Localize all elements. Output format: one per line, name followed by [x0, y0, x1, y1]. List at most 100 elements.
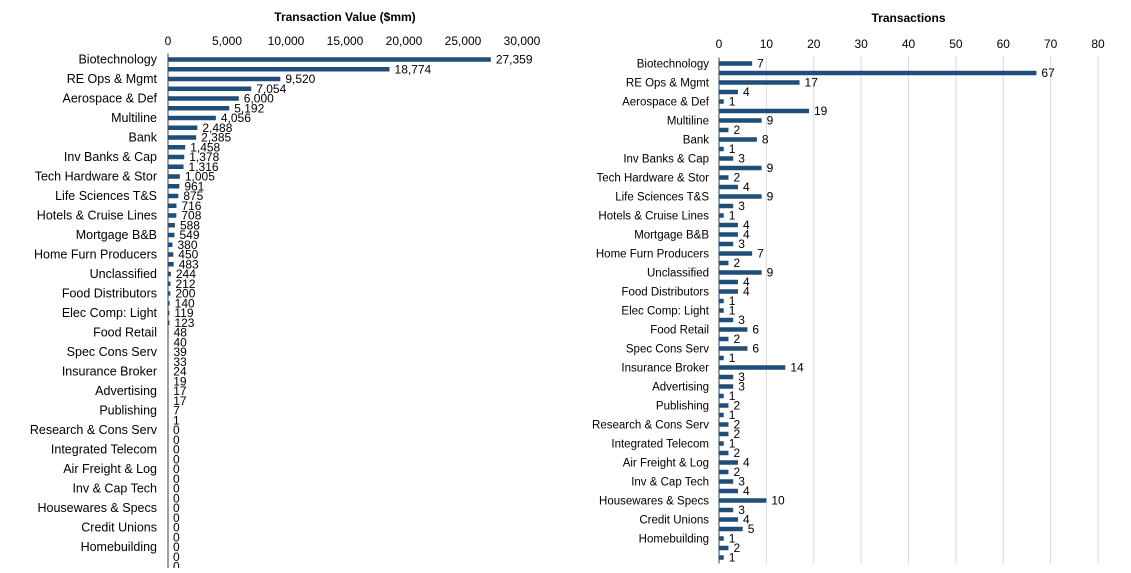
bar: [719, 413, 724, 418]
bar: [719, 546, 728, 551]
x-tick-label: 5,000: [212, 34, 242, 48]
category-label: Home Furn Producers: [596, 249, 709, 261]
bar: [719, 394, 724, 399]
category-label: Unclassified: [90, 267, 157, 281]
bar: [168, 291, 170, 296]
bar: [719, 308, 724, 313]
data-label: 7: [757, 247, 764, 261]
data-label: 1: [729, 95, 736, 109]
data-label: 1: [729, 209, 736, 223]
bar: [719, 232, 738, 237]
bar: [168, 165, 184, 170]
category-label: Life Sciences T&S: [615, 192, 709, 204]
bar: [719, 536, 724, 541]
data-label: 17: [805, 76, 819, 90]
category-label: Unclassified: [647, 268, 709, 280]
bar: [719, 299, 724, 304]
category-label: Hotels & Cruise Lines: [598, 211, 709, 223]
x-tick-label: 15,000: [327, 34, 364, 48]
x-tick-label: 10,000: [268, 34, 305, 48]
category-label: Air Freight & Log: [623, 458, 709, 470]
category-label: Insurance Broker: [62, 365, 157, 379]
bar: [168, 106, 229, 111]
data-label: 27,359: [496, 53, 533, 67]
bar: [168, 204, 176, 209]
bar: [719, 470, 728, 475]
bar: [719, 517, 738, 522]
category-label: Life Sciences T&S: [55, 189, 157, 203]
bar: [168, 126, 197, 131]
x-tick-label: 40: [902, 37, 916, 51]
bar: [719, 441, 724, 446]
category-label: Mortgage B&B: [634, 230, 709, 242]
bar: [719, 508, 733, 513]
bar: [168, 194, 178, 199]
bar: [719, 166, 762, 171]
x-tick-label: 80: [1091, 37, 1105, 51]
bar: [719, 270, 762, 275]
bar: [719, 128, 728, 133]
category-label: Tech Hardware & Stor: [35, 170, 157, 184]
category-label: Spec Cons Serv: [626, 344, 709, 356]
bar: [719, 261, 728, 266]
bar: [719, 156, 733, 161]
category-label: Food Distributors: [621, 287, 709, 299]
data-label: 7: [757, 57, 764, 71]
bar: [168, 145, 185, 150]
data-label: 2: [733, 123, 740, 137]
bar: [719, 365, 785, 370]
category-label: Tech Hardware & Stor: [597, 173, 710, 185]
data-label: 9: [767, 161, 774, 175]
category-label: Housewares & Specs: [37, 501, 157, 515]
data-label: 3: [738, 152, 745, 166]
data-label: 18,774: [395, 62, 432, 76]
bar: [168, 135, 196, 140]
x-tick-label: 30: [854, 37, 868, 51]
bar: [168, 252, 173, 257]
category-label: Elec Comp: Light: [621, 306, 709, 318]
category-label: Housewares & Specs: [599, 496, 709, 508]
data-label: 4: [743, 85, 750, 99]
bar: [168, 330, 169, 335]
bar: [168, 233, 174, 238]
category-label: Insurance Broker: [621, 363, 709, 375]
category-label: Research & Cons Serv: [592, 420, 709, 432]
data-label: 9: [767, 114, 774, 128]
bar: [719, 99, 724, 104]
bar: [168, 301, 170, 306]
category-label: RE Ops & Mgmt: [626, 78, 710, 90]
bar: [719, 318, 733, 323]
bar: [168, 243, 172, 248]
category-label: Publishing: [656, 401, 709, 413]
category-label: Advertising: [95, 384, 157, 398]
bar: [168, 87, 251, 92]
category-label: Multiline: [667, 116, 709, 128]
data-label: 67: [1041, 66, 1055, 80]
x-tick-label: 25,000: [445, 34, 482, 48]
data-label: 9: [767, 266, 774, 280]
data-label: 1: [729, 551, 736, 565]
data-label: 4: [743, 285, 750, 299]
bar: [168, 67, 390, 72]
x-tick-label: 0: [165, 34, 172, 48]
bar: [719, 451, 728, 456]
bar: [719, 61, 752, 66]
bar: [168, 262, 174, 267]
bar: [719, 80, 800, 85]
bar: [719, 223, 738, 228]
bar: [719, 337, 728, 342]
category-label: Home Furn Producers: [34, 248, 157, 262]
data-label: 1: [729, 142, 736, 156]
category-label: Multiline: [111, 111, 157, 125]
bar: [719, 479, 733, 484]
data-label: 19: [814, 104, 828, 118]
bar: [719, 555, 724, 560]
category-label: Elec Comp: Light: [62, 306, 158, 320]
data-label: 2: [733, 256, 740, 270]
x-tick-label: 20: [807, 37, 821, 51]
category-label: Bank: [683, 135, 709, 147]
category-label: Biotechnology: [78, 53, 157, 67]
category-label: Integrated Telecom: [51, 443, 157, 457]
